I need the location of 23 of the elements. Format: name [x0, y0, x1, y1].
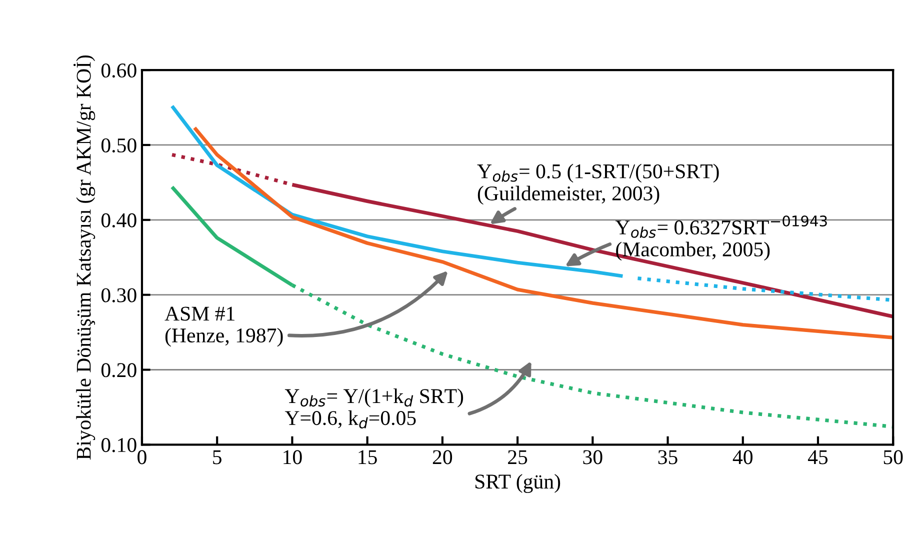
x-tick-label: 20 — [432, 450, 452, 464]
y-axis-title: Biyokütle Dönüşüm Katsayısı (gr AKM/gr KOİ) — [73, 55, 96, 460]
x-tick-label: 45 — [808, 450, 828, 464]
x-tick-label: 10 — [284, 450, 302, 464]
annotation: ASM #1 (Henze, 1987) — [164, 306, 283, 347]
y-tick-label: 0.20 — [101, 363, 136, 378]
y-tick-label: 0.10 — [101, 438, 136, 452]
x-tick-label: 15 — [358, 450, 377, 464]
x-tick-label: 40 — [732, 450, 752, 464]
y-tick-label: 0.40 — [101, 213, 136, 228]
y-tick-label: 0.60 — [101, 63, 136, 78]
y-tick-label: 0.30 — [101, 288, 136, 302]
annotation: Y$_{obs}$= 0.5 (1-SRT/(50+SRT) (Guildemeister, 2003) — [477, 164, 719, 205]
x-tick-label: 25 — [508, 450, 528, 464]
x-tick-label: 5 — [213, 450, 222, 464]
annotation: Y$_{obs}$= 0.6327SRT$^{−01943}$ (Macomber, 2005) — [615, 215, 827, 261]
x-tick-label: 30 — [583, 450, 602, 464]
y-tick-label: 0.50 — [101, 138, 136, 153]
x-tick-label: 35 — [658, 450, 678, 464]
x-tick-label: 0 — [138, 450, 146, 464]
x-axis-title: SRT (gün) — [475, 474, 560, 493]
x-tick-label: 50 — [884, 450, 903, 464]
text: Y$_{obs}$= Y/(1+k$_{d}$ SRT) Y=0.6, k$_{d}$=0.05 — [284, 388, 464, 428]
